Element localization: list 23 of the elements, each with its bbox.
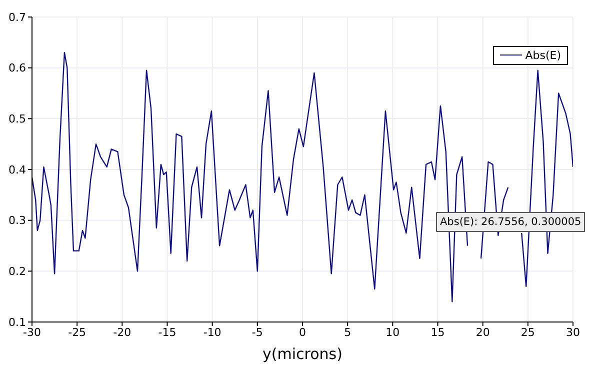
y-tick-label: 0.1: [8, 316, 26, 329]
y-tick-label: 0.2: [8, 265, 26, 278]
y-tick-label: 0.6: [8, 62, 26, 75]
x-tick-label: 25: [520, 326, 535, 339]
x-tick-label: 0: [299, 326, 306, 339]
y-tick-label: 0.5: [8, 112, 26, 126]
x-tick-label: -5: [252, 326, 263, 339]
x-tick-label: 5: [344, 326, 352, 339]
x-tick-label: 30: [566, 326, 580, 339]
x-axis-title: y(microns): [262, 345, 342, 363]
x-tick-label: -10: [203, 326, 222, 339]
x-tick-label: 20: [476, 326, 490, 339]
legend-label: Abs(E): [525, 48, 561, 62]
y-tick-label: 0.4: [8, 163, 26, 176]
x-tick-label: -30: [23, 326, 41, 339]
x-tick-label: -15: [158, 326, 176, 339]
x-tick-label: 10: [386, 326, 400, 339]
x-tick-label: 15: [430, 326, 445, 339]
y-tick-label: 0.7: [8, 10, 26, 24]
x-tick-label: -20: [113, 326, 132, 339]
y-tick-label: 0.3: [8, 214, 26, 228]
x-tick-label: -25: [68, 326, 86, 339]
annotation: Abs(E): 26.7556, 0.300005: [436, 212, 586, 232]
